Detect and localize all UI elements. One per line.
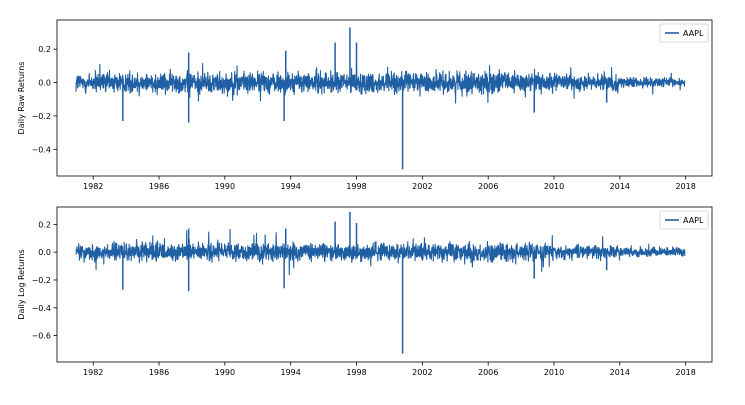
log-xtick-label-1998: 1998 xyxy=(346,368,366,377)
raw-xtick-label-2002: 2002 xyxy=(412,182,432,191)
raw-returns-panel: 1982 1986 1990 1994 1998 2002 2006 2010 2014 2018… xyxy=(0,0,745,200)
raw-legend-label-aapl: AAPL xyxy=(683,29,704,38)
log-legend-box xyxy=(659,210,709,230)
raw-xtick-label-2010: 2010 xyxy=(544,182,564,191)
log-ytick-label-4: 0.2 xyxy=(38,220,51,229)
log-xtick-label-2002: 2002 xyxy=(412,368,432,377)
raw-ylabel: Daily Raw Returns xyxy=(17,62,26,135)
raw-xtick-label-2018: 2018 xyxy=(675,182,695,191)
log-ylabel: Daily Log Returns xyxy=(17,249,26,319)
log-ytick-label-0: −0.6 xyxy=(32,332,51,341)
raw-series-band-aapl xyxy=(75,63,686,104)
log-ytick-label-3: 0.0 xyxy=(38,248,51,257)
log-series-band-aapl xyxy=(75,228,686,276)
raw-legend: AAPL xyxy=(659,23,709,43)
raw-xtick-label-1994: 1994 xyxy=(281,182,301,191)
raw-axes-frame xyxy=(56,19,713,177)
log-xtick-label-1990: 1990 xyxy=(215,368,235,377)
log-legend-label-aapl: AAPL xyxy=(683,216,704,225)
log-returns-panel: 1982 1986 1990 1994 1998 2002 2006 2010 2014 2018… xyxy=(0,200,745,401)
raw-ytick-label-3: 0.2 xyxy=(38,45,51,54)
log-xtick-label-2014: 2014 xyxy=(610,368,630,377)
log-xtick-label-1986: 1986 xyxy=(149,368,169,377)
raw-xtick-label-2014: 2014 xyxy=(610,182,630,191)
log-xtick-label-2006: 2006 xyxy=(478,368,498,377)
log-xtick-label-2010: 2010 xyxy=(544,368,564,377)
raw-xtick-label-1998: 1998 xyxy=(346,182,366,191)
raw-xtick-label-1990: 1990 xyxy=(215,182,235,191)
raw-xtick-label-1986: 1986 xyxy=(149,182,169,191)
raw-legend-box xyxy=(659,23,709,43)
log-xtick-label-1982: 1982 xyxy=(83,368,103,377)
log-xtick-label-2018: 2018 xyxy=(675,368,695,377)
log-legend: AAPL xyxy=(659,210,709,230)
log-ytick-label-2: −0.2 xyxy=(32,276,51,285)
raw-ytick-label-0: −0.4 xyxy=(32,145,51,154)
log-axes-frame xyxy=(56,206,713,363)
log-ytick-label-1: −0.4 xyxy=(32,304,51,313)
raw-chart-svg: 1982 1986 1990 1994 1998 2002 2006 2010 2014 2018… xyxy=(17,19,713,191)
raw-ytick-label-1: −0.2 xyxy=(32,112,51,121)
raw-xtick-label-2006: 2006 xyxy=(478,182,498,191)
raw-ytick-label-2: 0.0 xyxy=(38,79,51,88)
log-xtick-label-1994: 1994 xyxy=(281,368,301,377)
log-chart-svg: 1982 1986 1990 1994 1998 2002 2006 2010 2014 2018… xyxy=(17,206,713,377)
raw-xtick-label-1982: 1982 xyxy=(83,182,103,191)
